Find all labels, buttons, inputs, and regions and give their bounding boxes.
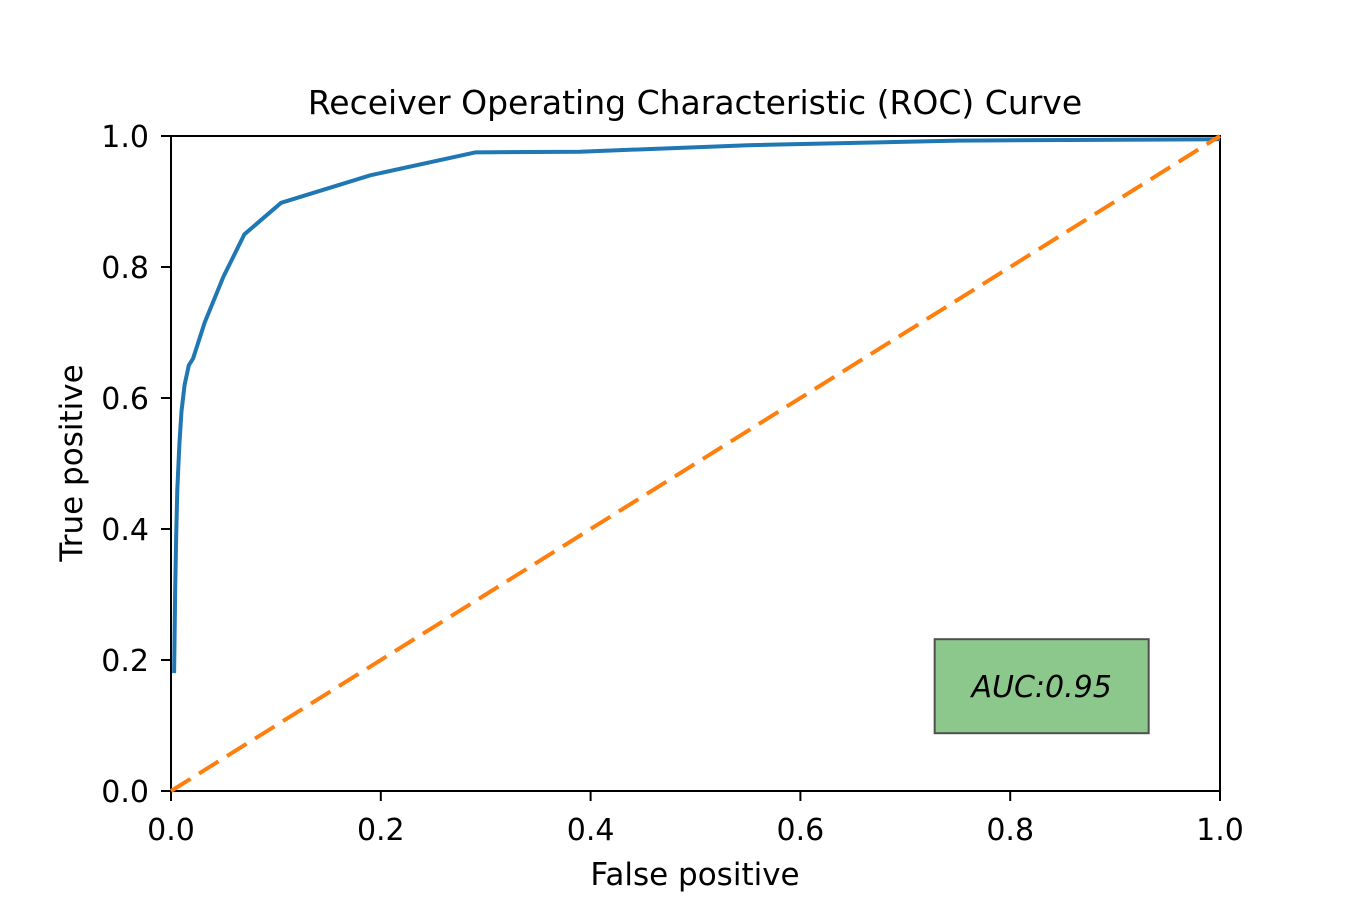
x-tick-label: 0.8 — [986, 813, 1034, 848]
roc-curve-line — [172, 137, 1221, 674]
auc-box — [933, 638, 1150, 735]
chance-diagonal-line — [169, 134, 1222, 793]
x-tick-label: 0.6 — [777, 813, 825, 848]
y-tick-label: 1.0 — [101, 120, 149, 155]
y-axis-label: True positive — [54, 364, 90, 562]
auc-label: AUC:0.95 — [969, 670, 1111, 705]
x-tick-label: 0.4 — [567, 813, 615, 848]
x-axis-label: False positive — [590, 857, 799, 893]
data-series-group — [169, 134, 1222, 793]
chart-title: Receiver Operating Characteristic (ROC) … — [308, 83, 1082, 122]
y-tick-label: 0.0 — [101, 775, 149, 810]
auc-annotation: AUC:0.95 — [933, 638, 1150, 735]
y-tick-label: 0.8 — [101, 251, 149, 286]
x-tick-label: 0.0 — [147, 813, 195, 848]
x-tick-label: 0.2 — [357, 813, 405, 848]
x-axis-ticks: 0.0 0.2 0.4 0.6 0.8 1.0 — [147, 791, 1244, 848]
y-axis-ticks: 0.0 0.2 0.4 0.6 0.8 1.0 — [101, 120, 171, 810]
y-tick-label: 0.4 — [101, 513, 149, 548]
x-tick-label: 1.0 — [1196, 813, 1244, 848]
y-tick-label: 0.6 — [101, 382, 149, 417]
y-tick-label: 0.2 — [101, 644, 149, 679]
plot-frame — [170, 135, 1221, 792]
